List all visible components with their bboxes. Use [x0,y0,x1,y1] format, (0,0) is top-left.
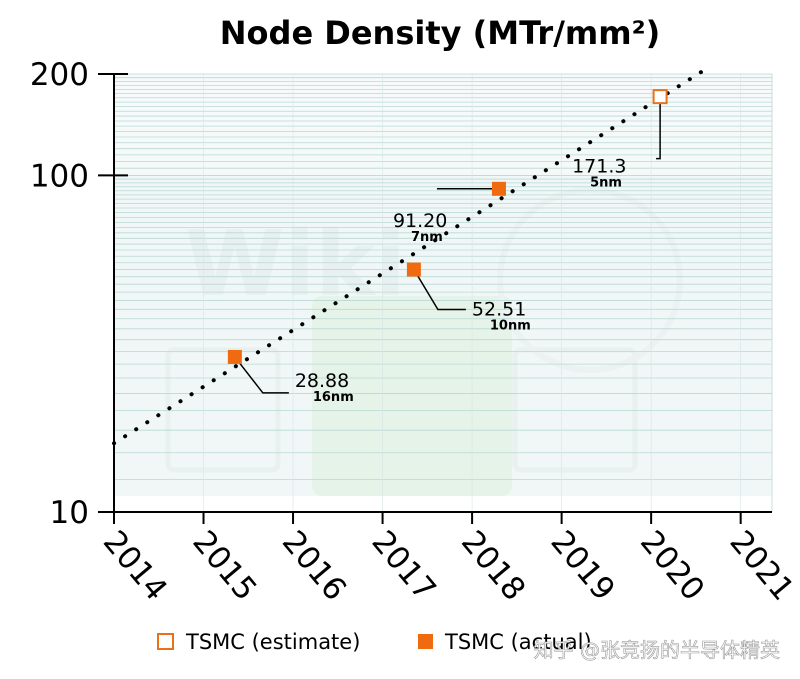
annotation-leader [656,96,661,160]
chart-title: Node Density (MTr/mm²) [220,14,660,52]
data-label-node: 16nm [313,390,354,405]
x-tick-label: 2020 [633,524,711,608]
data-label-value: 52.51 [472,299,526,321]
data-label-value: 91.20 [393,210,447,232]
site-watermark: 知乎 @张竞扬的半导体精英 [534,638,780,662]
legend-estimate-marker [157,633,174,650]
data-label-value: 28.88 [295,370,349,392]
legend-estimate-label: TSMC (estimate) [185,630,360,654]
data-label-node: 5nm [590,176,622,191]
x-tick-label: 2015 [185,524,263,608]
axes [113,74,772,513]
y-tick-label: 100 [30,158,89,194]
actual-point-marker [491,181,506,196]
x-tick-label: 2018 [454,524,532,608]
x-tick-label: 2014 [96,524,174,608]
estimate-point-marker [652,89,668,105]
y-tick-label: 200 [30,57,89,93]
actual-point-marker [227,349,242,364]
annotation-leader [234,356,289,394]
svg-text:Wiki: Wiki [185,212,406,317]
annotation-leader [413,269,466,311]
y-axis-ticks: 10 100 200 [30,57,128,531]
legend-actual-label: TSMC (actual) [444,630,592,654]
x-tick-label: 2017 [364,524,442,608]
x-axis-ticks: 2014 2015 2016 2017 2018 2019 2020 2021 [96,512,800,608]
trendline [112,64,712,446]
data-label-value: 171.3 [572,156,626,178]
grid-lines [113,73,773,513]
actual-point-marker [406,262,421,277]
trendline-dotted [112,64,712,446]
data-label-node: 7nm [411,230,443,245]
legend-actual-marker [418,634,433,649]
y-tick-label: 10 [50,495,89,531]
legend: TSMC (estimate) TSMC (actual) [157,630,592,654]
data-label-node: 10nm [490,319,531,334]
x-tick-label: 2021 [723,524,800,608]
x-tick-label: 2019 [543,524,621,608]
x-tick-label: 2016 [275,524,353,608]
